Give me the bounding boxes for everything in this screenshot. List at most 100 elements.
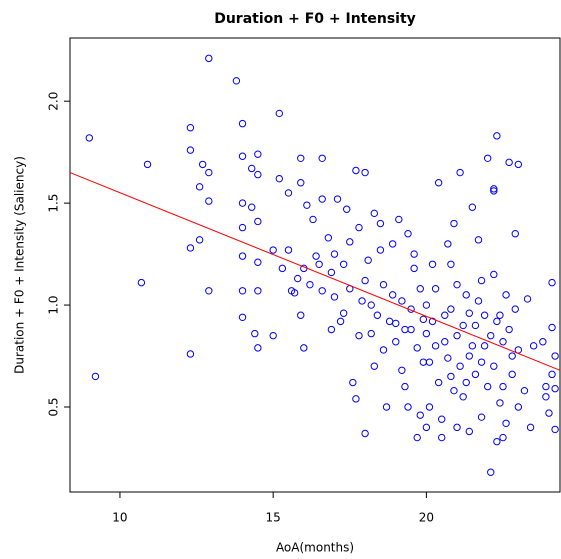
point [477, 276, 486, 285]
point [428, 317, 437, 326]
point [297, 311, 305, 319]
point [502, 291, 510, 299]
point [385, 317, 394, 326]
point [542, 393, 550, 401]
point [254, 287, 262, 295]
point [186, 350, 195, 358]
point [330, 293, 339, 301]
point [441, 311, 449, 319]
point [453, 423, 461, 432]
point [370, 362, 378, 370]
point [551, 425, 559, 434]
point [398, 366, 406, 374]
point [388, 240, 397, 248]
point [425, 403, 434, 411]
point [309, 215, 317, 224]
point [477, 413, 486, 421]
point [508, 370, 516, 379]
point [456, 362, 464, 370]
point [290, 289, 299, 297]
point [404, 403, 412, 411]
point [248, 164, 256, 173]
point [447, 305, 455, 313]
point [238, 287, 247, 295]
point [450, 219, 458, 228]
point [373, 311, 382, 319]
point [551, 352, 559, 360]
point [251, 329, 259, 338]
point [459, 393, 467, 401]
point [404, 230, 412, 238]
point [275, 109, 283, 118]
point [324, 234, 333, 242]
chart-title: Duration + F0 + Intensity [214, 11, 416, 27]
point [502, 419, 510, 427]
point [327, 325, 336, 334]
point [254, 217, 262, 226]
point [278, 264, 287, 273]
point [269, 331, 277, 340]
point [355, 331, 363, 340]
point [453, 331, 461, 340]
point [355, 223, 363, 232]
point [195, 183, 204, 191]
point [186, 146, 195, 154]
point [410, 250, 418, 258]
point [238, 152, 247, 160]
point [392, 319, 400, 328]
y-axis-label: Duration + F0 + Intensity (Saliency) [13, 156, 27, 374]
point [352, 166, 360, 175]
point [312, 252, 320, 260]
point [419, 315, 428, 324]
point [91, 372, 100, 381]
point [493, 317, 501, 326]
point [548, 370, 556, 379]
fit-line [69, 172, 561, 371]
point [483, 382, 492, 391]
point [358, 297, 366, 305]
point [336, 317, 345, 326]
point [186, 244, 195, 252]
point [425, 358, 434, 366]
point [438, 433, 446, 442]
point [465, 352, 473, 360]
point [453, 280, 461, 289]
point [459, 321, 467, 330]
point [441, 338, 449, 346]
point [483, 154, 492, 162]
point [493, 437, 501, 446]
point [496, 311, 504, 319]
point [548, 323, 556, 332]
point [474, 297, 483, 305]
point [493, 132, 501, 140]
plot-frame [69, 37, 561, 493]
point [361, 276, 369, 285]
point [465, 309, 473, 317]
point [254, 344, 262, 352]
point [330, 250, 339, 258]
point [205, 287, 213, 295]
point [339, 260, 348, 268]
point [339, 309, 348, 317]
point [480, 342, 489, 350]
point [514, 403, 523, 411]
point [327, 268, 336, 277]
y-tick-label: 2.0 [47, 92, 61, 111]
point [520, 386, 529, 395]
point [508, 352, 516, 360]
point [248, 203, 256, 211]
point [205, 54, 213, 63]
point [198, 160, 207, 169]
point [444, 354, 452, 362]
point [318, 154, 326, 162]
point [367, 301, 375, 309]
point [416, 285, 424, 293]
point [447, 260, 455, 268]
point [468, 342, 477, 350]
point [542, 382, 550, 391]
point [306, 280, 314, 289]
point [238, 119, 247, 128]
point [551, 384, 559, 393]
point [137, 278, 146, 287]
